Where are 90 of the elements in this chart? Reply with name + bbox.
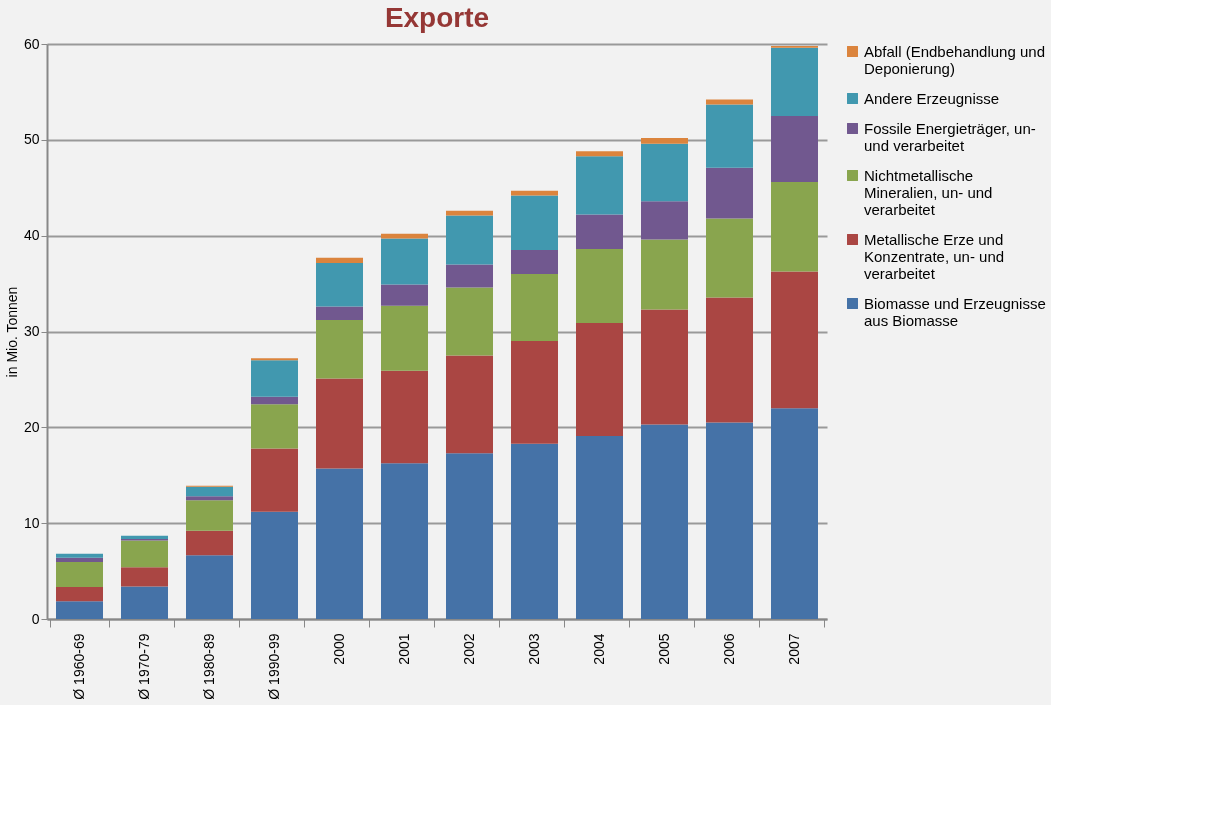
bar: [56, 553, 103, 558]
bar: [381, 305, 428, 371]
bar: [641, 143, 688, 202]
bar: [251, 396, 298, 405]
bar: [446, 215, 493, 265]
bar: [251, 511, 298, 619]
bar: [56, 601, 103, 619]
x-tick-label: Ø 1960-69: [71, 633, 87, 700]
bar: [641, 201, 688, 240]
bar: [576, 249, 623, 323]
bar: [251, 360, 298, 397]
bar: [56, 586, 103, 602]
bar: [511, 195, 558, 251]
legend-label: Metallische Erze und Konzentrate, un- und verarbeitet: [864, 230, 1005, 282]
legend-label: Andere Erzeugnisse: [864, 89, 1000, 107]
bar: [576, 214, 623, 250]
bar: [706, 218, 753, 298]
bar: [771, 408, 818, 619]
bar: [446, 287, 493, 356]
legend-label: Fossile Energieträger, un- und verarbeitet: [864, 119, 1036, 154]
x-tick-label: Ø 1980-89: [201, 633, 217, 700]
bar: [446, 355, 493, 454]
bar: [641, 239, 688, 310]
bar: [511, 274, 558, 342]
bar: [186, 555, 233, 619]
bar: [771, 182, 818, 272]
bar: [641, 137, 688, 144]
bar: [511, 443, 558, 619]
bar: [706, 297, 753, 423]
y-tick-label: 10: [23, 514, 40, 531]
bar: [381, 238, 428, 285]
bar: [381, 284, 428, 306]
bar: [381, 463, 428, 619]
bar: [576, 151, 623, 157]
x-tick-label: 2006: [721, 633, 737, 665]
bar: [186, 486, 233, 497]
x-tick-label: 2007: [786, 633, 802, 665]
bar: [771, 115, 818, 182]
x-tick-label: 2004: [591, 633, 607, 665]
legend-label: Nichtmetallische Mineralien, un- und verarbeitet: [864, 166, 993, 218]
x-tick-label: 2003: [526, 633, 542, 665]
bar: [316, 257, 363, 263]
bar: [316, 262, 363, 307]
x-tick-label: 2001: [396, 633, 412, 665]
legend-label: Biomasse und Erzeugnisse aus Biomasse: [864, 294, 1046, 329]
bar: [56, 561, 103, 587]
x-tick-label: Ø 1970-79: [136, 633, 152, 700]
bar: [706, 104, 753, 168]
bar: [56, 557, 103, 562]
chart-title: Exporte: [384, 2, 490, 33]
y-tick-label: 0: [31, 610, 40, 627]
bar: [511, 250, 558, 274]
bar: [511, 341, 558, 444]
bar: [576, 156, 623, 215]
bar: [641, 424, 688, 619]
y-tick-label: 60: [23, 35, 40, 52]
bar: [316, 320, 363, 379]
bar: [186, 500, 233, 531]
y-tick-label: 50: [23, 131, 40, 148]
bar: [576, 435, 623, 619]
bar: [121, 586, 168, 619]
bar: [316, 468, 363, 619]
bar: [316, 306, 363, 320]
bar: [446, 453, 493, 619]
bar: [446, 210, 493, 216]
x-tick-label: 2002: [461, 633, 477, 665]
y-tick-label: 40: [23, 227, 40, 244]
bar: [316, 378, 363, 469]
bar: [771, 271, 818, 409]
bar: [641, 309, 688, 425]
x-tick-label: Ø 1990-99: [266, 633, 282, 700]
x-tick-label: 2000: [331, 633, 347, 665]
bar: [186, 496, 233, 501]
bar: [251, 448, 298, 512]
bar: [771, 47, 818, 116]
bar: [121, 540, 168, 568]
y-tick-label: 30: [23, 323, 40, 339]
bar: [706, 167, 753, 219]
y-axis-title: in Mio. Tonnen: [3, 286, 20, 378]
bar: [186, 530, 233, 556]
bar: [446, 264, 493, 288]
legend-label: Abfall (Endbehandlung und Deponierung): [864, 42, 1045, 77]
bar: [251, 404, 298, 449]
bar: [706, 422, 753, 619]
x-tick-label: 2005: [656, 633, 672, 665]
bar: [121, 567, 168, 587]
bar: [381, 233, 428, 239]
bar: [576, 322, 623, 436]
y-tick-label: 20: [23, 418, 40, 435]
bar: [381, 370, 428, 464]
